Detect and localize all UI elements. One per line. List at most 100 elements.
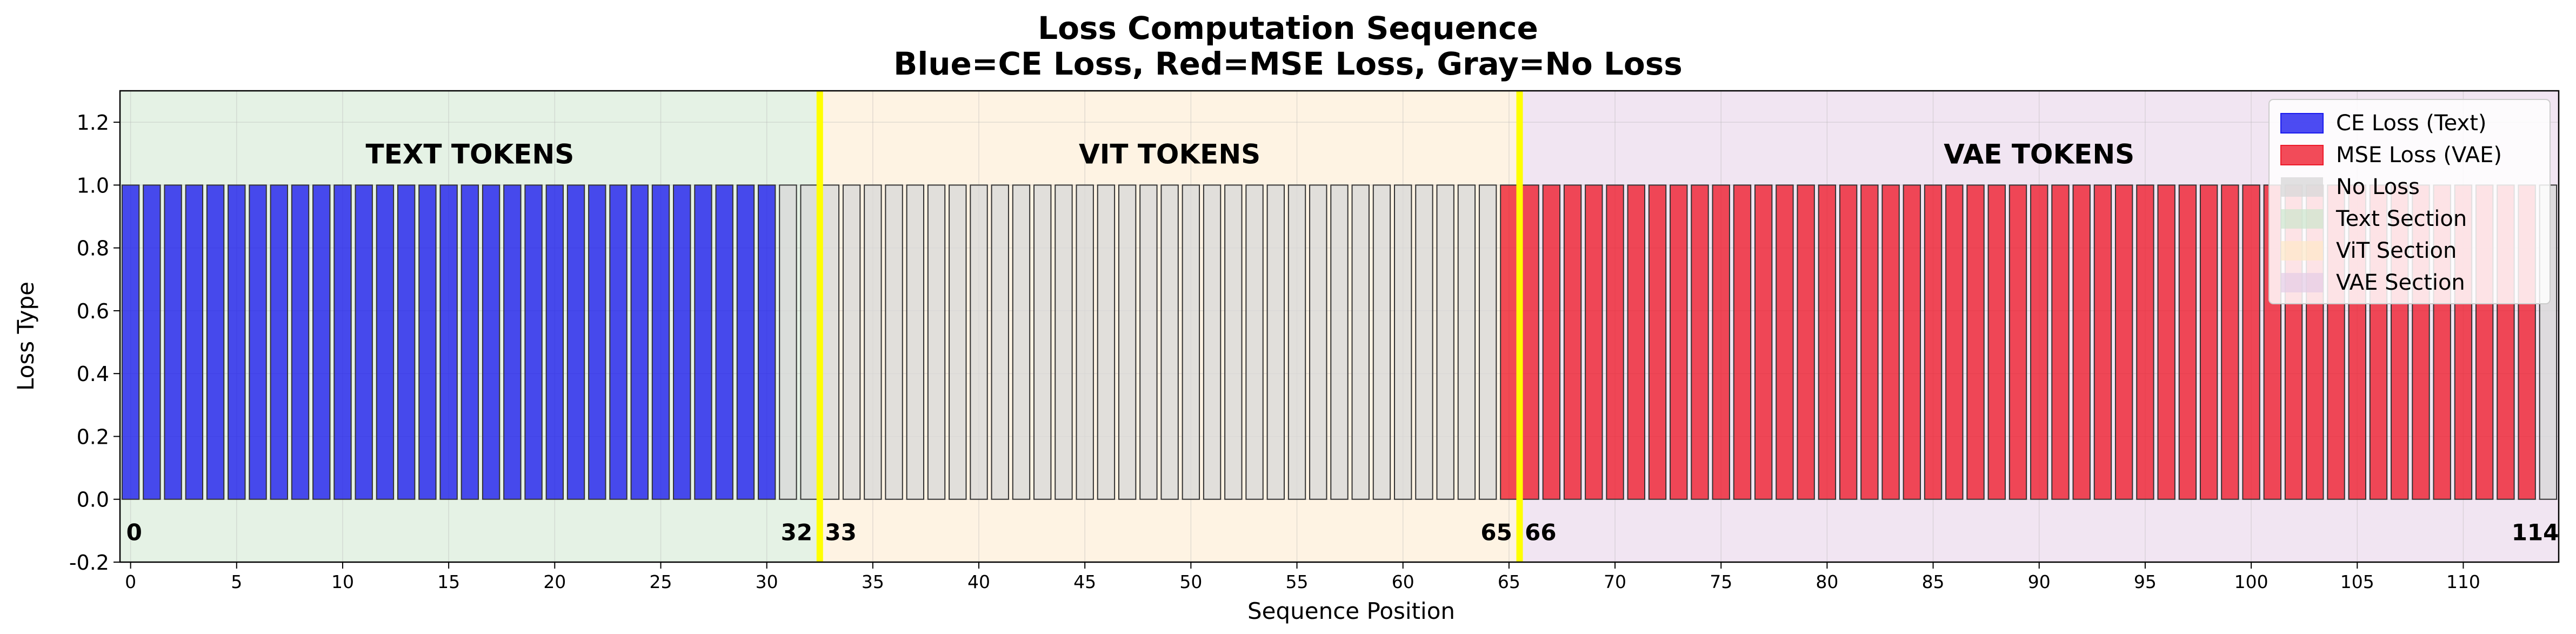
x-tick-label: 100 — [2234, 571, 2268, 592]
bar-no-49 — [1160, 184, 1179, 500]
x-tick-label: 60 — [1392, 571, 1414, 592]
legend-entry-2: No Loss — [2336, 175, 2420, 199]
bar-mse-90 — [2030, 184, 2048, 500]
bar-mse-85 — [1924, 184, 1943, 500]
bar-no-33 — [821, 184, 840, 500]
axes: 0 5 10 15 20 25 30 35 40 45 50 55 60 65 70 75 80 85 90 95 10… — [69, 90, 2560, 592]
bar-no-58 — [1351, 184, 1370, 500]
bar-no-48 — [1139, 184, 1158, 500]
y-tick-label: 0.2 — [77, 425, 109, 449]
y-tick-label: 0.0 — [77, 488, 109, 512]
legend: CE Loss (Text) MSE Loss (VAE) No Loss Text … — [2268, 99, 2551, 304]
bar-no-32 — [800, 184, 818, 500]
x-tick-label: 95 — [2134, 571, 2157, 592]
bar-no-62 — [1436, 184, 1454, 500]
x-tick-label: 20 — [543, 571, 566, 592]
bar-mse-79 — [1797, 184, 1815, 500]
bar-mse-81 — [1839, 184, 1858, 500]
bar-no-41 — [991, 184, 1009, 500]
legend-swatch-3 — [2281, 209, 2323, 229]
bar-mse-66 — [1521, 184, 1539, 500]
bar-ce-25 — [651, 184, 670, 500]
y-tick-label: 1.2 — [77, 111, 109, 135]
bar-no-51 — [1203, 184, 1222, 500]
x-tick-label: 55 — [1286, 571, 1309, 592]
bar-mse-98 — [2199, 184, 2218, 500]
bar-no-40 — [970, 184, 988, 500]
bar-no-42 — [1012, 184, 1031, 500]
bar-ce-8 — [291, 184, 310, 500]
bar-ce-13 — [397, 184, 416, 500]
bar-ce-11 — [355, 184, 373, 500]
bar-ce-15 — [439, 184, 458, 500]
bar-no-54 — [1266, 184, 1285, 500]
bar-mse-69 — [1585, 184, 1603, 500]
bar-no-43 — [1033, 184, 1052, 500]
bar-no-55 — [1287, 184, 1306, 500]
chart-title: Loss Computation Sequence — [1038, 10, 1538, 46]
legend-box — [2268, 99, 2551, 304]
x-tick-label: 90 — [2028, 571, 2051, 592]
bar-ce-30 — [757, 184, 776, 500]
bar-ce-18 — [503, 184, 522, 500]
legend-swatch-4 — [2281, 241, 2323, 261]
bar-mse-91 — [2051, 184, 2070, 500]
bar-mse-68 — [1563, 184, 1582, 500]
section-labels: TEXT TOKENS VIT TOKENS VAE TOKENS — [366, 138, 2135, 170]
bar-no-45 — [1076, 184, 1094, 500]
y-tick-label: 1.0 — [77, 173, 109, 197]
bar-no-36 — [885, 184, 903, 500]
bar-ce-1 — [143, 184, 161, 500]
bar-mse-92 — [2072, 184, 2091, 500]
x-tick-label: 5 — [231, 571, 242, 592]
bar-mse-100 — [2242, 184, 2260, 500]
bar-series — [121, 184, 2558, 500]
bar-mse-93 — [2093, 184, 2112, 500]
x-tick-label: 85 — [1922, 571, 1945, 592]
x-tick-label: 40 — [967, 571, 990, 592]
bar-mse-78 — [1776, 184, 1794, 500]
bar-ce-0 — [121, 184, 140, 500]
bar-mse-84 — [1903, 184, 1921, 500]
bar-ce-4 — [206, 184, 225, 500]
bar-no-35 — [864, 184, 882, 500]
bar-mse-73 — [1670, 184, 1688, 500]
section-label-2: VAE TOKENS — [1944, 138, 2134, 170]
bar-ce-23 — [609, 184, 628, 500]
bar-ce-14 — [418, 184, 437, 500]
bar-ce-27 — [694, 184, 712, 500]
bar-no-59 — [1372, 184, 1391, 500]
bar-no-39 — [949, 184, 967, 500]
bar-ce-26 — [673, 184, 691, 500]
bar-no-60 — [1394, 184, 1412, 500]
position-label-114: 114 — [2512, 519, 2559, 545]
bar-no-47 — [1118, 184, 1137, 500]
section-label-0: TEXT TOKENS — [366, 138, 575, 170]
chart-subtitle: Blue=CE Loss, Red=MSE Loss, Gray=No Loss — [893, 45, 1683, 82]
y-axis-label: Loss Type — [12, 282, 39, 391]
position-label-32: 32 — [781, 519, 812, 545]
bar-no-37 — [906, 184, 924, 500]
x-tick-label: 30 — [756, 571, 778, 592]
legend-entry-4: ViT Section — [2336, 238, 2457, 263]
x-tick-label: 45 — [1073, 571, 1096, 592]
bar-mse-95 — [2136, 184, 2154, 500]
y-tick-label: 0.6 — [77, 299, 109, 323]
x-tick-label: 70 — [1604, 571, 1626, 592]
bar-ce-19 — [524, 184, 543, 500]
bar-mse-75 — [1712, 184, 1730, 500]
bar-ce-3 — [185, 184, 204, 500]
y-tick-label: -0.2 — [69, 551, 109, 575]
bar-no-52 — [1224, 184, 1243, 500]
bar-mse-96 — [2157, 184, 2175, 500]
x-tick-label: 105 — [2340, 571, 2374, 592]
legend-swatch-1 — [2280, 145, 2324, 165]
x-tick-label: 35 — [862, 571, 884, 592]
bar-no-46 — [1097, 184, 1116, 500]
bar-ce-22 — [588, 184, 606, 500]
bar-mse-80 — [1818, 184, 1837, 500]
bar-ce-16 — [461, 184, 479, 500]
bar-no-44 — [1055, 184, 1073, 500]
x-tick-label: 75 — [1710, 571, 1732, 592]
